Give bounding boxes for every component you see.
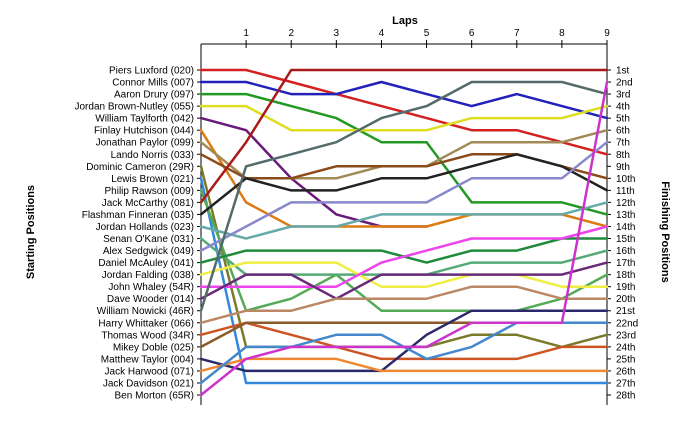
series-line-22 <box>199 285 609 325</box>
series-line-26 <box>199 357 609 373</box>
starting-position-label: Matthew Taylor (004) <box>101 354 194 365</box>
series-line-13 <box>199 153 609 216</box>
series-line-25 <box>199 309 609 373</box>
x-tick-label: 3 <box>334 28 340 39</box>
starting-position-label: Jordan Brown-Nutley (055) <box>75 102 195 113</box>
x-tick-label: 7 <box>514 28 520 39</box>
starting-position-label: Alex Sedgwick (049) <box>103 246 194 257</box>
starting-position-label: Connor Mills (007) <box>112 78 194 89</box>
starting-position-label: Jack McCarthy (081) <box>102 198 194 209</box>
finishing-position-label: 19th <box>616 282 635 293</box>
x-tick-label: 1 <box>243 28 249 39</box>
finishing-position-label: 7th <box>616 138 630 149</box>
finishing-position-label: 24th <box>616 342 635 353</box>
finishing-position-label: 22nd <box>616 318 638 329</box>
x-tick-label: 8 <box>559 28 565 39</box>
starting-position-label: William Nowicki (46R) <box>97 306 194 317</box>
series-line-16 <box>199 140 609 252</box>
starting-position-label: Jack Harwood (071) <box>105 366 194 377</box>
starting-position-label: Thomas Wood (34R) <box>101 330 194 341</box>
series-line-18 <box>199 261 609 288</box>
series-line-28 <box>199 80 609 397</box>
finishing-position-label: 3rd <box>616 90 630 101</box>
starting-position-label: Ben Morton (65R) <box>115 391 194 402</box>
starting-position-label: Piers Luxford (020) <box>109 66 194 77</box>
finishing-position-label: 13th <box>616 210 635 221</box>
finishing-position-label: 12th <box>616 198 635 209</box>
finishing-position-label: 23rd <box>616 330 636 341</box>
right-axis-title: Finishing Positions <box>659 181 671 282</box>
left-axis-title: Starting Positions <box>25 185 37 279</box>
finishing-position-label: 4th <box>616 102 630 113</box>
tick-labels: 1 2 3 4 5 6 7 8 9 Piers Luxford (020) 1st Connor Mi… <box>75 28 639 402</box>
finishing-position-label: 25th <box>616 354 635 365</box>
starting-position-label: John Whaley (54R) <box>108 282 194 293</box>
finishing-position-label: 21st <box>616 306 635 317</box>
series-line-19 <box>199 225 609 288</box>
series-line-20 <box>199 261 609 300</box>
starting-position-label: Flashman Finneran (035) <box>82 210 194 221</box>
series-line-21 <box>199 80 609 312</box>
starting-position-label: Daniel McAuley (041) <box>98 258 194 269</box>
finishing-position-label: 2nd <box>616 78 633 89</box>
finishing-position-label: 28th <box>616 391 635 402</box>
starting-position-label: Mikey Doble (025) <box>113 342 194 353</box>
x-tick-label: 6 <box>469 28 475 39</box>
x-tick-label: 9 <box>604 28 610 39</box>
axes-frame <box>197 40 611 405</box>
starting-position-label: Jordan Falding (038) <box>102 270 194 281</box>
finishing-position-label: 8th <box>616 150 630 161</box>
starting-position-label: Aaron Drury (097) <box>114 90 194 101</box>
starting-position-label: Harry Whittaker (066) <box>98 318 194 329</box>
finishing-position-label: 26th <box>616 366 635 377</box>
series-line-3 <box>199 92 609 216</box>
finishing-position-label: 11th <box>616 186 635 197</box>
finishing-position-label: 15th <box>616 234 635 245</box>
starting-position-label: Jordan Hollands (023) <box>96 222 194 233</box>
finishing-position-label: 18th <box>616 270 635 281</box>
series-lines <box>199 68 609 397</box>
starting-position-label: Jonathan Paylor (099) <box>96 138 194 149</box>
series-line-23 <box>199 321 609 361</box>
finishing-position-label: 5th <box>616 114 630 125</box>
series-line-14 <box>199 201 609 240</box>
finishing-position-label: 9th <box>616 162 630 173</box>
starting-position-label: Philip Rawson (009) <box>105 186 195 197</box>
finishing-position-label: 16th <box>616 246 635 257</box>
starting-position-label: Dave Wooder (014) <box>107 294 194 305</box>
finishing-position-label: 10th <box>616 174 635 185</box>
x-axis-title: Laps <box>392 15 418 27</box>
starting-position-label: Senan O'Kane (031) <box>103 234 194 245</box>
finishing-position-label: 27th <box>616 378 635 389</box>
x-tick-label: 4 <box>379 28 385 39</box>
finishing-position-label: 20th <box>616 294 635 305</box>
x-tick-label: 5 <box>424 28 430 39</box>
starting-position-label: William Taylforth (042) <box>95 114 194 125</box>
series-line-12 <box>199 68 609 204</box>
finishing-position-label: 17th <box>616 258 635 269</box>
finishing-position-label: 6th <box>616 126 630 137</box>
series-line-4 <box>199 104 609 132</box>
finishing-position-label: 14th <box>616 222 635 233</box>
starting-position-label: Dominic Cameron (29R) <box>86 162 194 173</box>
starting-position-label: Lewis Brown (021) <box>111 174 194 185</box>
finishing-position-label: 1st <box>616 66 630 77</box>
starting-position-label: Finlay Hutchison (044) <box>94 126 194 137</box>
starting-position-label: Jack Davidson (021) <box>103 378 194 389</box>
series-line-10 <box>199 177 609 385</box>
series-line-11 <box>199 189 609 312</box>
starting-position-label: Lando Norris (033) <box>111 150 194 161</box>
series-line-2 <box>199 80 609 120</box>
x-tick-label: 2 <box>288 28 294 39</box>
